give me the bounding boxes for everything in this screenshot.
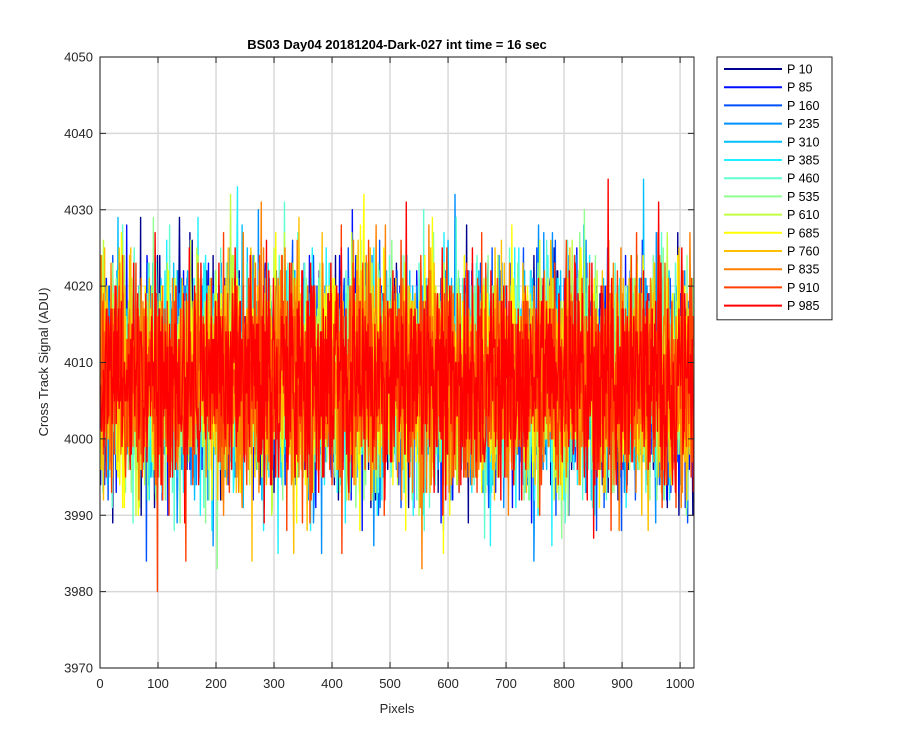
legend-entry-label: P 835 [787, 263, 819, 277]
legend-entry-label: P 235 [787, 117, 819, 131]
legend-entry-label: P 160 [787, 99, 819, 113]
x-tick-label: 700 [495, 676, 517, 691]
legend-entry-label: P 385 [787, 154, 819, 168]
y-tick-label: 3990 [64, 508, 93, 523]
x-tick-label: 200 [205, 676, 227, 691]
legend: P 10 P 85 P 160 P 235 P 310 P 385 P 460 P 535 P … [716, 56, 833, 321]
y-tick-label: 4030 [64, 202, 93, 217]
y-tick-label: 4050 [64, 50, 93, 65]
y-tick-label: 4040 [64, 126, 93, 141]
legend-entry-label: P 460 [787, 172, 819, 186]
legend-entry-label: P 985 [787, 299, 819, 313]
y-tick-label: 4000 [64, 431, 93, 446]
legend-entry-label: P 85 [787, 81, 813, 95]
x-tick-label: 1000 [666, 676, 695, 691]
y-axis-label: Cross Track Signal (ADU) [36, 288, 51, 437]
y-tick-label: 4020 [64, 279, 93, 294]
x-tick-label: 800 [553, 676, 575, 691]
legend-entry-label: P 910 [787, 281, 819, 295]
legend-entry-label: P 535 [787, 190, 819, 204]
chart-title: BS03 Day04 20181204-Dark-027 int time = … [247, 37, 547, 52]
legend-entry-label: P 310 [787, 135, 819, 149]
legend-entry-label: P 610 [787, 208, 819, 222]
legend-box [716, 56, 833, 321]
series-group [100, 178, 694, 593]
y-tick-label: 3980 [64, 584, 93, 599]
x-tick-label: 900 [611, 676, 633, 691]
y-tick-label: 4010 [64, 355, 93, 370]
y-tick-label: 3970 [64, 661, 93, 676]
legend-entry-label: P 10 [787, 63, 813, 77]
legend-entry-label: P 685 [787, 226, 819, 240]
x-tick-label: 600 [437, 676, 459, 691]
legend-entry-label: P 760 [787, 245, 819, 259]
x-tick-label: 300 [263, 676, 285, 691]
x-tick-label: 500 [379, 676, 401, 691]
plot-area: 0 100 200 300 400 500 600 700 800 900 1000 3970 3980… [64, 50, 694, 692]
x-tick-label: 400 [321, 676, 343, 691]
series-line-p985 [100, 178, 694, 539]
x-tick-label: 100 [147, 676, 169, 691]
x-axis-label: Pixels [380, 701, 415, 716]
x-tick-label: 0 [96, 676, 103, 691]
